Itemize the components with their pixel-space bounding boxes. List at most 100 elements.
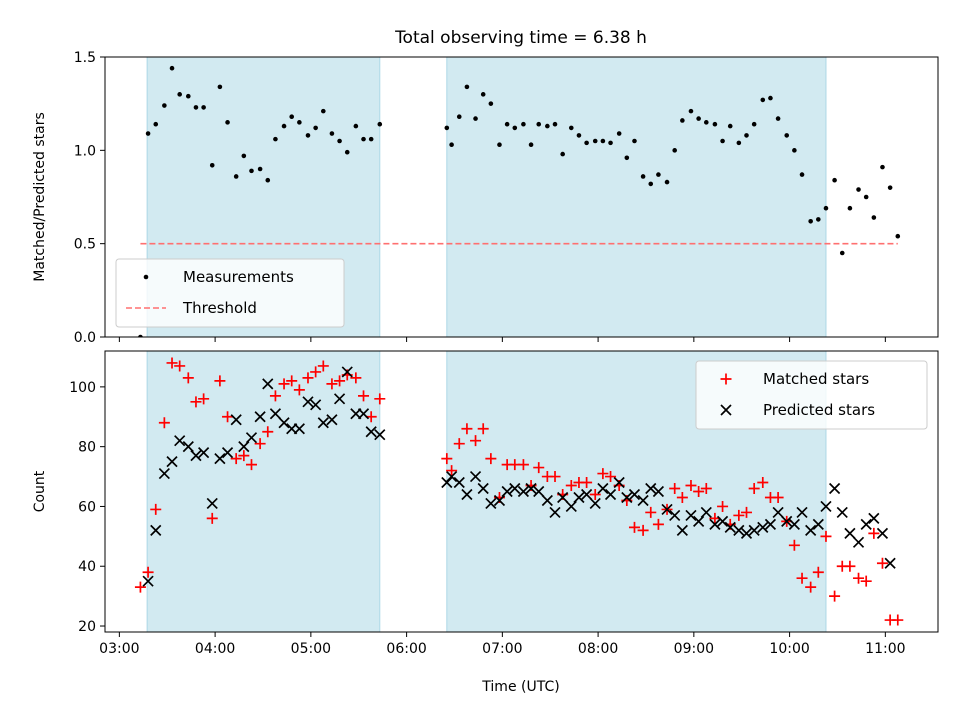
matched-stars-point — [269, 390, 281, 402]
y-tick-label: 1.0 — [74, 143, 96, 159]
matched-stars-point — [645, 506, 657, 518]
measurements-point — [337, 138, 342, 144]
legend-matched-stars-label: Matched stars — [763, 370, 869, 388]
predicted-stars-point — [781, 515, 793, 527]
matched-stars-point — [628, 521, 640, 533]
measurements-point — [600, 138, 606, 144]
observing-window-band-1 — [146, 350, 381, 633]
predicted-stars-point — [493, 494, 506, 507]
matched-stars-point — [485, 453, 497, 465]
matched-stars-point — [748, 483, 760, 495]
x-tick-label: 10:00 — [769, 641, 809, 657]
measurements-point — [353, 123, 359, 129]
measurements-point — [456, 114, 462, 120]
measurements-point — [145, 131, 151, 136]
matched-stars-point — [158, 417, 170, 429]
matched-stars-point — [685, 480, 697, 492]
matched-stars-point — [262, 426, 274, 438]
matched-stars-point — [676, 491, 688, 503]
measurements-point — [464, 84, 470, 90]
x-tick-label: 04:00 — [195, 641, 235, 657]
predicted-stars-point — [836, 506, 848, 519]
legend-predicted-stars-label: Predicted stars — [763, 401, 875, 419]
predicted-stars-point — [533, 485, 545, 498]
y-tick-label: 60 — [78, 499, 96, 515]
measurements-point — [736, 140, 742, 146]
predicted-stars-point — [876, 527, 889, 539]
measurements-point — [289, 114, 295, 120]
measurements-point — [273, 136, 278, 142]
predicted-stars-point — [828, 482, 841, 495]
predicted-stars-point — [868, 512, 880, 525]
predicted-stars-point — [796, 506, 808, 519]
measurements-point — [497, 142, 502, 148]
predicted-stars-point — [709, 518, 721, 530]
measurements-point — [488, 101, 494, 106]
measurements-point — [744, 133, 749, 138]
predicted-stars-point — [724, 521, 736, 533]
predicted-stars-point — [676, 524, 688, 536]
y-tick-label: 0.0 — [74, 330, 96, 346]
matched-stars-point — [150, 503, 162, 515]
measurements-point — [217, 84, 223, 90]
matched-stars-point — [477, 423, 489, 435]
measurements-point — [703, 120, 709, 125]
matched-stars-point — [549, 471, 561, 483]
measurements-point — [177, 92, 182, 97]
measurements-point — [808, 218, 813, 224]
measurements-point — [162, 103, 167, 108]
plot-area — [138, 65, 901, 337]
matched-stars-point — [326, 378, 338, 390]
predicted-stars-point — [206, 497, 218, 510]
predicted-stars-point — [221, 447, 234, 459]
measurements-point — [560, 151, 565, 157]
measurements-point — [138, 334, 143, 337]
measurements-point — [305, 133, 311, 138]
matched-stars-point — [844, 560, 856, 572]
measurements-point — [863, 194, 869, 200]
predicted-stars-point — [748, 524, 760, 536]
predicted-stars-point — [541, 494, 553, 507]
measurements-point — [696, 116, 701, 121]
matched-stars-point — [741, 506, 753, 518]
predicted-stars-point — [852, 536, 865, 548]
predicted-stars-point — [317, 417, 329, 429]
predicted-stars-point — [238, 441, 250, 453]
matched-stars-point — [700, 483, 712, 495]
measurements-point — [344, 149, 350, 155]
predicted-stars-point — [589, 497, 601, 510]
predicted-stars-point — [733, 524, 745, 536]
matched-stars-point — [461, 423, 473, 435]
measurements-point — [640, 174, 646, 179]
plot-frame — [104, 56, 939, 338]
predicted-stars-point — [214, 453, 226, 465]
y-tick-label: 100 — [69, 380, 96, 396]
matched-stars-point — [812, 566, 824, 578]
matched-stars-point — [206, 512, 218, 524]
measurements-point — [592, 138, 598, 144]
measurements-point — [688, 108, 694, 114]
matched-stars-point — [772, 491, 784, 503]
predicted-stars-point — [525, 482, 537, 495]
matched-stars-point — [310, 366, 322, 378]
measurements-point — [624, 155, 630, 161]
matched-stars-point — [829, 590, 841, 602]
measurements-point — [368, 136, 374, 142]
measurements-point — [545, 123, 550, 129]
matched-stars-point — [222, 411, 234, 423]
matched-stars-point — [788, 539, 800, 551]
measurements-point — [672, 148, 677, 153]
legend-measurements-marker — [143, 274, 149, 280]
measurements-point — [712, 121, 718, 127]
matched-stars-point — [652, 518, 664, 530]
predicted-stars-point — [661, 503, 673, 516]
count-panel: 20 40 60 80 100 03:00 04:00 05:00 06:00 07:00 08:0… — [32, 350, 939, 657]
matched-stars-point — [605, 471, 617, 483]
predicted-stars-point — [469, 470, 482, 483]
measurements-point — [895, 233, 901, 239]
measurements-point — [504, 121, 510, 127]
measurements-point — [784, 133, 790, 138]
predicted-stars-point — [374, 429, 386, 441]
measurements-point — [568, 125, 574, 131]
measurements-point — [656, 172, 661, 177]
